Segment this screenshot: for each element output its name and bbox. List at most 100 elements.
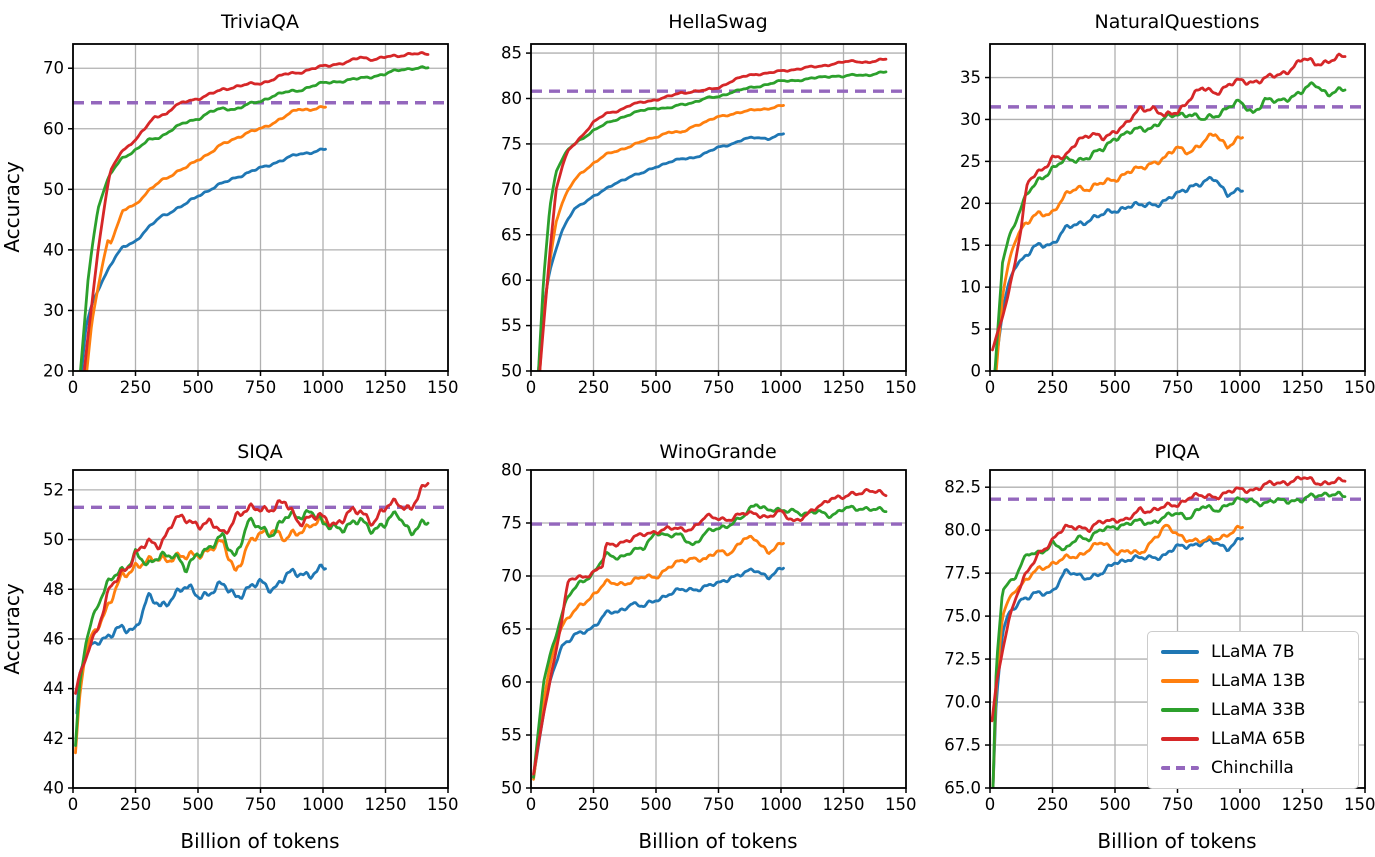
- x-tick-label: 1250: [823, 795, 865, 814]
- plot-frame: [989, 43, 1366, 372]
- naturalquestions-plot: NaturalQuestions 02505007501000125015000…: [960, 11, 1375, 397]
- y-tick-label: 85: [501, 44, 522, 63]
- x-tick-label: 250: [578, 795, 610, 814]
- grid: [989, 44, 1366, 372]
- x-tick-label: 250: [578, 378, 610, 397]
- legend-item-chinchilla: Chinchilla: [1161, 758, 1345, 778]
- x-tick-label: 750: [245, 795, 277, 814]
- chart-title: NaturalQuestions: [1095, 11, 1260, 33]
- y-tick-label: 75: [501, 514, 522, 533]
- legend-label: LLaMA 7B: [1211, 642, 1295, 662]
- y-tick-label: 75.0: [944, 607, 981, 626]
- x-tick-label: 1250: [365, 378, 407, 397]
- series-line-llama-33b: [79, 65, 430, 371]
- y-tick-label: 70: [501, 180, 522, 199]
- x-axis-label: Billion of tokens: [638, 829, 797, 853]
- chart-piqa: PIQA Billion of tokens 0 250 500 750 1000 125…: [917, 412, 1375, 857]
- x-tick-label: 0: [985, 795, 996, 814]
- x-tick-label: 0: [526, 795, 537, 814]
- y-axis-label: Accuracy: [0, 161, 24, 252]
- x-tick-label: 0: [68, 795, 79, 814]
- x-tick-label: 250: [120, 795, 152, 814]
- series-line-llama-7b: [991, 537, 1244, 788]
- plot-frame: [72, 43, 449, 372]
- plot-frame: [530, 469, 907, 789]
- chinchilla-dashed-line-swatch: [1161, 766, 1199, 770]
- y-tick-label: 67.5: [944, 736, 981, 755]
- y-tick-label: 65: [501, 225, 522, 244]
- y-tick-label: 20: [960, 194, 981, 213]
- legend-item-llama-33b: LLaMA 33B: [1161, 700, 1345, 720]
- llama-33b-line-swatch: [1161, 708, 1199, 712]
- x-tick-label: 0: [985, 378, 996, 397]
- y-tick-label: 35: [960, 68, 981, 87]
- x-tick-label: 500: [1099, 795, 1131, 814]
- y-tick-label: 20: [43, 362, 64, 381]
- x-tick-label: 1250: [1282, 795, 1324, 814]
- series-line-llama-65b: [74, 482, 430, 695]
- y-tick-label: 55: [501, 316, 522, 335]
- x-axis-label: Billion of tokens: [1097, 829, 1256, 853]
- y-tick-label: 65.0: [944, 779, 981, 798]
- series-line-llama-13b: [538, 104, 785, 371]
- x-tick-label: 0: [526, 378, 537, 397]
- series-line-llama-7b: [537, 132, 785, 371]
- x-tick-label: 500: [182, 378, 214, 397]
- legend-label: Chinchilla: [1211, 758, 1294, 778]
- y-tick-label: 60: [501, 673, 522, 692]
- series-line-llama-65b: [991, 52, 1347, 352]
- y-tick-label: 52: [43, 480, 64, 499]
- x-tick-label: 1000: [1219, 795, 1261, 814]
- x-tick-label: 1000: [302, 378, 344, 397]
- llama-65b-line-swatch: [1161, 737, 1199, 741]
- y-tick-label: 70: [43, 59, 64, 78]
- x-axis-label: Billion of tokens: [180, 829, 339, 853]
- series-line-llama-7b: [75, 563, 327, 715]
- x-tick-label: 500: [1099, 378, 1131, 397]
- chart-triviaqa: TriviaQA Accuracy 0 250 500 750 1000 1250 1500…: [0, 0, 458, 412]
- x-tick-label: 1000: [1219, 378, 1261, 397]
- x-tick-label: 250: [1037, 795, 1069, 814]
- plot-frame: [530, 43, 907, 372]
- y-tick-label: 40: [43, 240, 64, 259]
- x-tick-label: 500: [182, 795, 214, 814]
- triviaqa-plot: TriviaQA Accuracy 0 250 500 750 1000 1250 1500…: [0, 11, 458, 397]
- y-tick-label: 60: [501, 271, 522, 290]
- y-tick-label: 77.5: [944, 564, 981, 583]
- y-tick-label: 70: [501, 567, 522, 586]
- series-line-llama-33b: [993, 81, 1347, 371]
- y-tick-label: 50: [43, 530, 64, 549]
- series-line-llama-65b: [990, 475, 1347, 723]
- y-tick-label: 30: [960, 110, 981, 129]
- y-tick-label: 80: [501, 461, 522, 480]
- y-tick-label: 5: [971, 320, 982, 339]
- y-tick-label: 0: [971, 362, 982, 381]
- x-tick-label: 750: [245, 378, 277, 397]
- chart-title: TriviaQA: [220, 11, 299, 33]
- x-tick-label: 750: [1162, 795, 1194, 814]
- y-tick-label: 65: [501, 620, 522, 639]
- chart-title: HellaSwag: [668, 11, 767, 33]
- series-line-llama-65b: [532, 488, 888, 776]
- x-tick-label: 1000: [760, 378, 802, 397]
- legend: LLaMA 7B LLaMA 13B LLaMA 33B LLaMA 65B C…: [1147, 631, 1359, 789]
- chart-title: SIQA: [237, 441, 283, 463]
- series-line-llama-33b: [532, 503, 888, 779]
- siqa-plot: SIQA Accuracy Billion of tokens 0 250 500 7…: [0, 441, 458, 853]
- y-tick-label: 70.0: [944, 693, 981, 712]
- x-tick-label: 500: [640, 378, 672, 397]
- chart-title: PIQA: [1154, 441, 1199, 463]
- series-line-llama-7b: [532, 566, 785, 779]
- x-tick-label: 250: [1037, 378, 1069, 397]
- y-tick-label: 60: [43, 119, 64, 138]
